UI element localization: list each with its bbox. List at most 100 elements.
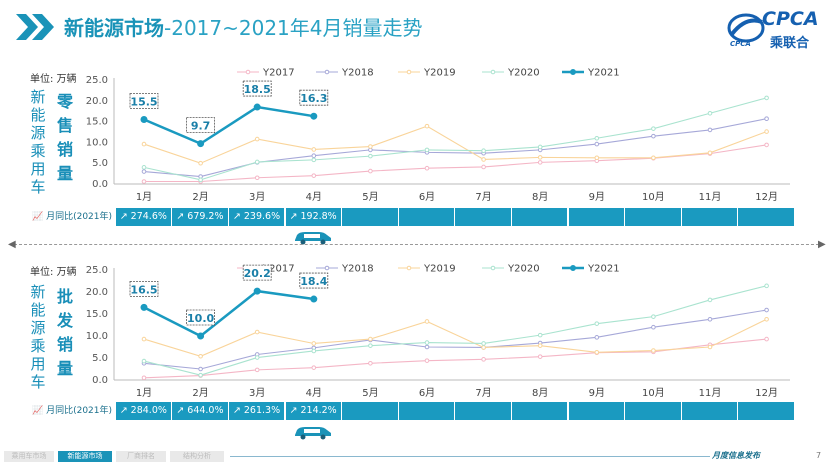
side-strong-retail: 零售销量 xyxy=(56,92,73,183)
data-point xyxy=(141,169,147,174)
footer-tab-structure[interactable]: 结构分析 xyxy=(170,451,224,462)
x-tick-label: 11月 xyxy=(699,191,722,203)
data-label: 15.5 xyxy=(130,96,157,109)
x-tick-label: 2月 xyxy=(192,387,208,399)
x-tick-label: 3月 xyxy=(249,387,265,399)
y-tick-label: 10.0 xyxy=(86,137,108,148)
y-tick-label: 0.0 xyxy=(92,375,108,386)
series-line-y2020 xyxy=(143,97,767,181)
data-point xyxy=(537,155,543,160)
data-point xyxy=(141,141,147,147)
x-tick-label: 5月 xyxy=(362,191,378,203)
x-tick-label: 12月 xyxy=(755,191,778,203)
data-label-box xyxy=(129,280,159,297)
legend-marker xyxy=(324,69,330,75)
footer-tab-nev[interactable]: 新能源市场 xyxy=(58,451,112,462)
yoy-cell: ↗ 239.6% xyxy=(228,208,286,226)
x-tick-label: 10月 xyxy=(642,191,665,203)
data-label-box xyxy=(129,93,159,109)
data-label-box xyxy=(186,309,216,326)
x-tick-label: 11月 xyxy=(699,387,722,399)
yoy-bar-retail: 📈 月同比(2021年) ↗ 274.6% ↗ 679.2% ↗ 239.6% ↗ 1… xyxy=(28,208,795,226)
x-tick-label: 1月 xyxy=(136,191,152,203)
yoy-title: 📈 月同比(2021年) xyxy=(28,402,118,420)
data-point xyxy=(594,135,600,141)
unit-label-wholesale: 单位: 万辆 xyxy=(30,267,77,278)
yoy-cell xyxy=(681,402,739,420)
x-tick-label: 12月 xyxy=(755,387,778,399)
legend-label: Y2021 xyxy=(587,68,620,79)
y-tick-label: 5.0 xyxy=(92,158,108,169)
data-label: 10.0 xyxy=(187,312,214,325)
legend-label: Y2020 xyxy=(507,68,540,79)
legend-marker xyxy=(490,69,496,75)
y-tick-label: 25.0 xyxy=(86,75,108,86)
data-point xyxy=(368,144,373,149)
yoy-cell xyxy=(342,402,399,420)
data-label: 18.5 xyxy=(244,83,271,96)
side-label-wholesale: 新能源乘用车 xyxy=(30,283,46,391)
x-tick-label: 9月 xyxy=(589,387,605,399)
y-tick-label: 0.0 xyxy=(92,179,108,190)
series-line-y2017 xyxy=(143,338,767,379)
footer-tab-ranking[interactable]: 厂商排名 xyxy=(116,451,166,462)
data-point xyxy=(764,316,769,322)
data-point xyxy=(424,344,430,350)
data-point xyxy=(141,165,147,170)
x-tick-label: 6月 xyxy=(419,387,435,399)
divider-left-arrow-icon: ◀ xyxy=(8,239,16,250)
car-icon xyxy=(295,427,331,440)
yoy-cell xyxy=(681,208,739,226)
y-tick-label: 25.0 xyxy=(86,265,108,276)
yoy-cell xyxy=(568,402,626,420)
x-tick-label: 10月 xyxy=(642,387,665,399)
legend-label: Y2018 xyxy=(341,264,374,275)
yoy-cell xyxy=(455,208,512,226)
yoy-cell: ↗ 274.6% xyxy=(115,208,173,226)
yoy-cell xyxy=(455,402,512,420)
y-tick-label: 15.0 xyxy=(86,309,108,320)
legend-marker xyxy=(490,265,496,271)
x-tick-label: 8月 xyxy=(532,191,548,203)
divider-right-arrow-icon: ▶ xyxy=(818,239,826,250)
footer-tab-passenger[interactable]: 乘用车市场 xyxy=(4,451,54,462)
data-point xyxy=(707,344,713,350)
yoy-title-text: 月同比(2021年) xyxy=(46,406,113,416)
yoy-cell: ↗ 192.8% xyxy=(285,208,343,226)
yoy-cell: ↗ 284.0% xyxy=(115,402,173,420)
data-point xyxy=(764,307,769,313)
data-point xyxy=(707,110,713,116)
yoy-cell xyxy=(625,208,682,226)
series-line-y2021 xyxy=(143,105,314,146)
x-tick-label: 7月 xyxy=(475,191,491,203)
data-point xyxy=(651,155,656,161)
data-label: 9.7 xyxy=(191,120,211,133)
car-icon xyxy=(295,232,331,245)
data-point xyxy=(707,316,713,322)
data-point xyxy=(311,348,317,354)
data-point xyxy=(254,355,260,360)
data-point xyxy=(707,127,713,133)
data-point xyxy=(311,365,317,370)
data-label: 18.4 xyxy=(300,275,327,288)
data-point xyxy=(651,314,656,319)
data-point xyxy=(311,341,317,346)
data-point xyxy=(537,343,543,348)
footer-line xyxy=(230,456,710,457)
x-tick-label: 7月 xyxy=(475,387,491,399)
data-point xyxy=(368,168,373,174)
data-point xyxy=(140,116,148,124)
data-point xyxy=(254,159,260,165)
cpca-logo: CPCA 乘联合 CPCA xyxy=(726,6,826,52)
legend-label: Y2019 xyxy=(423,68,456,79)
series-line-y2019 xyxy=(143,125,767,164)
x-tick-label: 3月 xyxy=(249,191,265,203)
trend-icon: 📈 xyxy=(32,212,44,222)
page-title: 新能源市场-2017~2021年4月销量走势 xyxy=(64,12,423,41)
double-chevron-icon xyxy=(16,14,54,40)
data-point xyxy=(198,353,203,359)
data-point xyxy=(651,126,656,131)
data-point xyxy=(368,153,373,159)
footer: 乘用车市场 新能源市场 厂商排名 结构分析 月度信息发布 7 xyxy=(0,448,837,468)
x-tick-label: 4月 xyxy=(306,191,322,203)
